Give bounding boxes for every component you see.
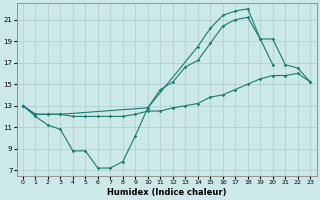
X-axis label: Humidex (Indice chaleur): Humidex (Indice chaleur)	[107, 188, 226, 197]
